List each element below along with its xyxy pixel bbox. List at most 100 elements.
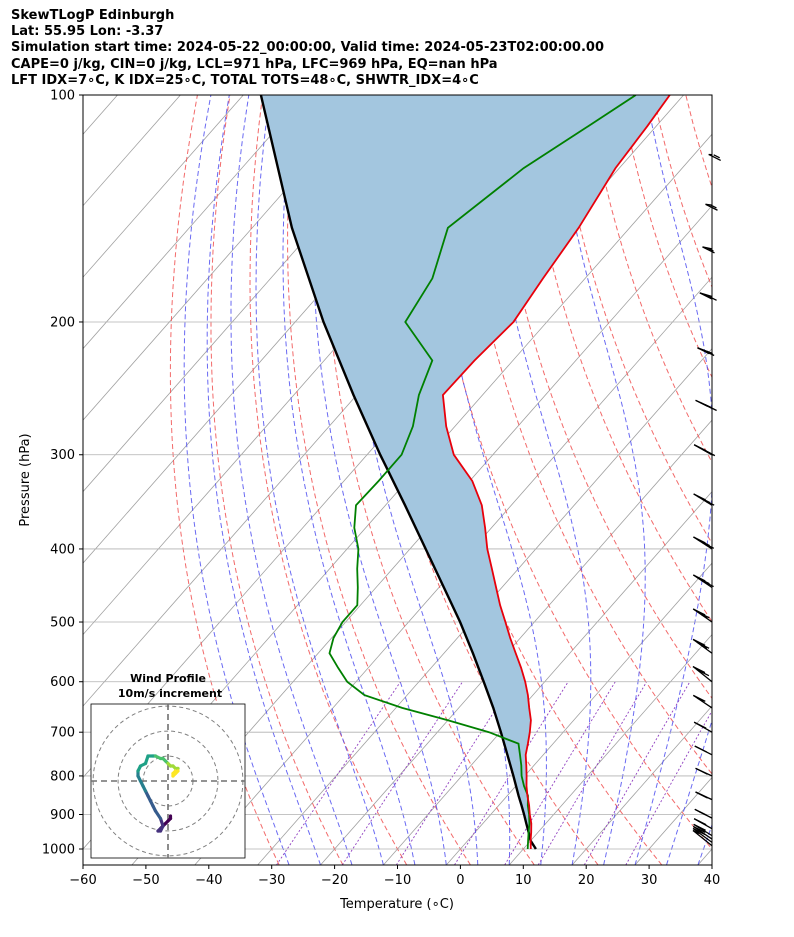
wind-barb <box>699 292 717 301</box>
moist-adiabat <box>255 95 384 865</box>
y-tick-label: 400 <box>50 542 75 557</box>
mixing-ratio-line <box>537 681 648 865</box>
barb-half-flag <box>710 204 717 209</box>
barb-flag <box>694 745 708 753</box>
barb-flag <box>701 579 714 588</box>
dry-adiabat <box>249 95 408 865</box>
wind-barb <box>694 745 713 756</box>
barb-flag <box>705 203 718 211</box>
barb-half-flag <box>699 793 707 798</box>
dry-adiabat <box>555 95 712 545</box>
wind-barb <box>695 791 713 801</box>
wind-barb <box>694 808 713 819</box>
barb-half-flag <box>713 154 720 159</box>
x-tick-label: −40 <box>195 873 222 888</box>
dry-adiabat <box>358 95 599 865</box>
wind-barb <box>693 536 715 550</box>
dry-adiabat <box>323 95 535 865</box>
barb-half-flag <box>697 697 704 702</box>
profile-lines <box>259 95 671 850</box>
x-tick-label: 10 <box>515 873 532 888</box>
barb-half-flag <box>700 644 708 649</box>
wind-barb <box>693 493 715 506</box>
y-tick-label: 1000 <box>42 843 75 858</box>
x-tick-label: 30 <box>641 873 658 888</box>
title-line-coordinates: Lat: 55.95 Lon: -3.37 <box>11 24 164 40</box>
y-tick-label: 800 <box>50 769 75 784</box>
hodograph-segment <box>173 769 180 776</box>
barb-flag <box>696 669 710 677</box>
isotherm-line <box>320 419 712 865</box>
y-tick-label: 100 <box>50 89 75 104</box>
moist-adiabat <box>483 95 592 865</box>
dry-adiabat <box>457 95 712 775</box>
moist-adiabat <box>312 95 447 865</box>
wind-barb <box>705 203 718 211</box>
title-line-cape: CAPE=0 j/kg, CIN=0 j/kg, LCL=971 hPa, LF… <box>11 56 498 72</box>
x-tick-label: −30 <box>258 873 285 888</box>
barb-half-flag <box>706 350 714 355</box>
mixing-ratio-line <box>625 709 712 865</box>
moist-adiabat <box>666 718 712 865</box>
wind-barbs <box>692 153 721 847</box>
hodograph-subtitle: 10m/s increment <box>118 687 222 700</box>
wind-barb <box>692 829 713 847</box>
barb-half-flag <box>692 829 700 835</box>
wind-barb <box>708 153 721 162</box>
mixing-ratio-line <box>341 681 463 865</box>
mixing-ratio-line <box>395 681 514 865</box>
barb-flag <box>696 641 710 649</box>
isotherm-line <box>194 276 712 865</box>
moist-adiabat <box>230 95 353 865</box>
moist-adiabat <box>282 95 416 865</box>
dry-adiabat <box>210 95 344 865</box>
dry-adiabat <box>751 95 794 865</box>
mixing-ratio-line <box>583 681 691 865</box>
barb-flag <box>704 403 717 412</box>
dry-adiabat <box>587 95 712 464</box>
barb-flag <box>695 767 708 775</box>
y-tick-label: 600 <box>50 675 75 690</box>
isotherm-line <box>383 491 712 865</box>
dry-adiabat <box>169 95 280 865</box>
x-tick-label: 20 <box>578 873 595 888</box>
isotherm-line <box>446 562 712 865</box>
barb-flag <box>704 293 717 301</box>
cape-shading <box>260 95 670 846</box>
isotherm-line <box>83 95 370 421</box>
wind-barb <box>693 823 713 837</box>
dry-adiabat <box>522 95 712 623</box>
x-tick-label: −20 <box>321 873 348 888</box>
cape-area <box>260 95 670 846</box>
moist-adiabat <box>206 95 321 865</box>
barb-half-flag <box>707 247 714 252</box>
y-axis: 1000 900 800 700 600 500 400 300 200 100 <box>42 89 83 858</box>
wind-barb <box>692 574 714 589</box>
isotherm-line <box>508 633 712 865</box>
x-tick-label: −10 <box>384 873 411 888</box>
wind-barb <box>693 818 713 830</box>
barb-flag <box>692 665 706 674</box>
wind-barb <box>692 694 713 709</box>
moist-adiabat <box>634 95 712 865</box>
barb-half-flag <box>697 826 705 831</box>
x-tick-label: −60 <box>69 873 96 888</box>
title-line-location: SkewTLogP Edinburgh <box>11 8 175 23</box>
x-tick-label: −50 <box>132 873 159 888</box>
wind-barb <box>692 665 713 683</box>
y-axis-label: Pressure (hPa) <box>18 433 33 526</box>
wind-barb <box>702 246 715 254</box>
wind-barb <box>692 638 713 654</box>
barb-half-flag <box>698 811 706 816</box>
barb-half-flag <box>706 451 714 456</box>
y-tick-label: 300 <box>50 448 75 463</box>
isotherm-line <box>83 95 307 350</box>
dry-adiabat <box>784 95 794 865</box>
wind-barb <box>693 721 713 733</box>
title-line-indices: LFT IDX=7∘C, K IDX=25∘C, TOTAL TOTS=48∘C… <box>11 72 479 88</box>
moist-adiabat <box>553 95 646 865</box>
y-tick-label: 700 <box>50 726 75 741</box>
mixing-ratio-line <box>276 681 401 865</box>
hodograph: Wind Profile 10m/s increment <box>90 672 246 859</box>
